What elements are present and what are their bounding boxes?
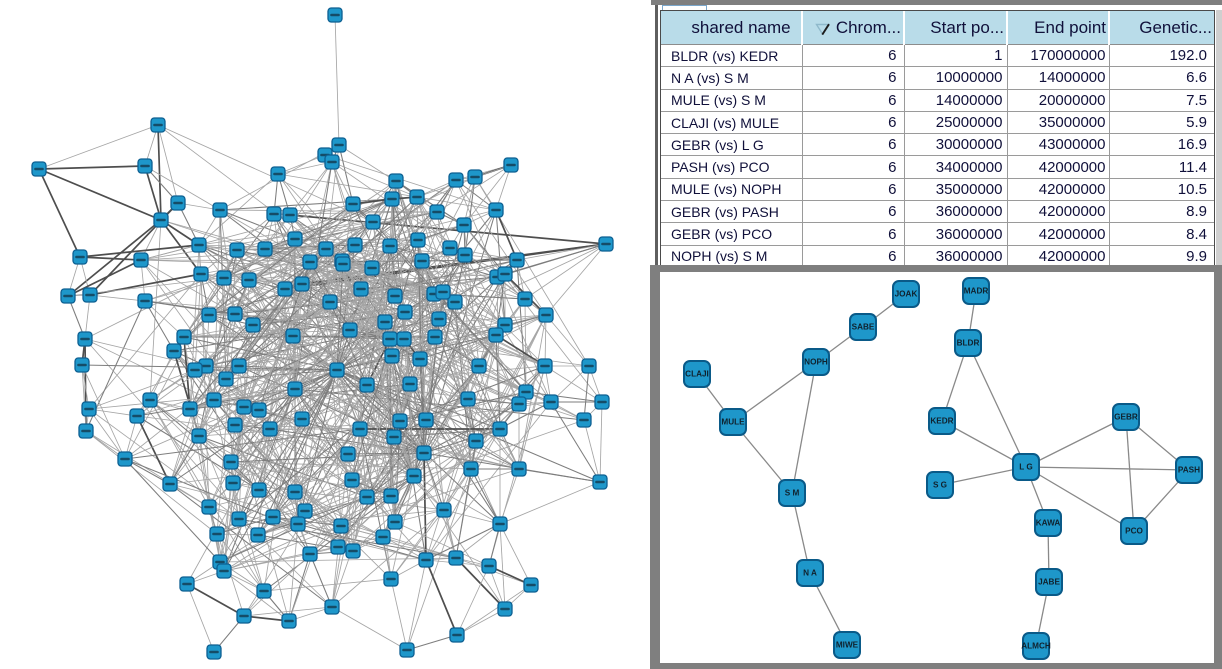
svg-text:MULE: MULE: [721, 418, 745, 427]
svg-text:NOPH: NOPH: [804, 358, 828, 367]
svg-text:ALMCH: ALMCH: [1021, 642, 1051, 651]
svg-text:JOAK: JOAK: [895, 290, 918, 299]
svg-text:KAWA: KAWA: [1036, 519, 1061, 528]
svg-text:L G: L G: [1019, 463, 1033, 472]
svg-text:CLAJI: CLAJI: [685, 370, 709, 379]
svg-text:JABE: JABE: [1038, 578, 1060, 587]
svg-text:PCO: PCO: [1125, 527, 1143, 536]
svg-text:BLDR: BLDR: [957, 339, 980, 348]
svg-text:PASH: PASH: [1178, 466, 1200, 475]
svg-text:SABE: SABE: [852, 323, 875, 332]
svg-text:MADR: MADR: [964, 287, 989, 296]
svg-text:KEDR: KEDR: [930, 417, 953, 426]
svg-text:S M: S M: [785, 489, 800, 498]
svg-text:MIWE: MIWE: [836, 641, 859, 650]
svg-text:GEBR: GEBR: [1114, 413, 1138, 422]
svg-text:N A: N A: [803, 569, 817, 578]
svg-text:S G: S G: [933, 481, 947, 490]
